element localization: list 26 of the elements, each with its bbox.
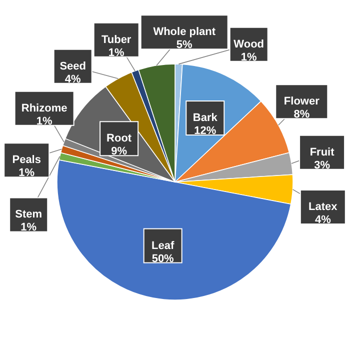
slice-label: Flower <box>284 96 320 108</box>
data-label: 9% <box>111 146 128 158</box>
slice-label: Stem <box>15 208 42 221</box>
slice-label: Latex <box>308 201 338 214</box>
data-label: 1% <box>20 222 37 234</box>
data-label: 5% <box>176 39 193 52</box>
data-label: 1% <box>36 115 52 128</box>
slice-label: Root <box>106 132 132 145</box>
data-label: 4% <box>64 73 82 86</box>
slice-label: Fruit <box>310 146 335 158</box>
data-label: 50% <box>152 252 174 265</box>
slice-label: Seed <box>60 60 86 72</box>
slice-label: Tuber <box>101 34 132 46</box>
slice-label: Leaf <box>152 240 174 252</box>
data-label: 1% <box>18 167 35 180</box>
data-label: 12% <box>194 124 216 137</box>
slice-label: Rhizome <box>21 102 68 114</box>
data-label: 3% <box>314 159 330 172</box>
data-label: 4% <box>314 214 332 226</box>
data-label: 1% <box>108 46 125 59</box>
slice-label: Whole plant <box>153 26 216 38</box>
slice-label: Wood <box>234 38 264 50</box>
data-label: 1% <box>240 51 258 64</box>
slice-label: Peals <box>12 154 41 166</box>
data-label: 8% <box>294 108 310 121</box>
slice-label: Bark <box>192 112 218 124</box>
